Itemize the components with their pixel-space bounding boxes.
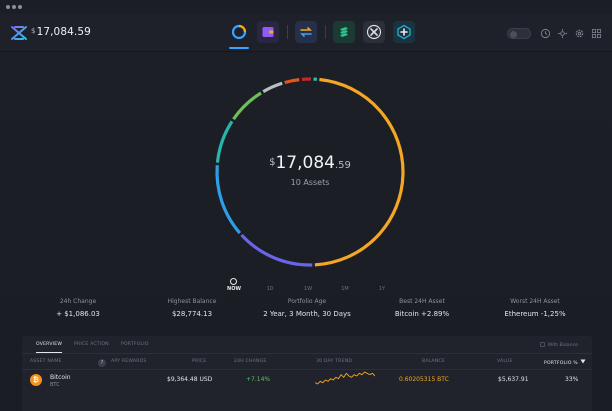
window-dot-icon[interactable] xyxy=(6,5,10,9)
tab-portfolio[interactable]: PORTFOLIO xyxy=(121,342,149,347)
with-balance-label: With Balance xyxy=(547,343,578,348)
nav-separator xyxy=(287,25,288,39)
table-header: ASSET NAME ? APY REWARDS PRICE 24H CHANGE… xyxy=(22,354,592,370)
col-24h-change[interactable]: 24H CHANGE xyxy=(234,359,267,364)
privacy-toggle[interactable] xyxy=(507,28,531,39)
stat-24h-change: 24h Change + $1,086.03 xyxy=(18,298,138,318)
donut-slice[interactable] xyxy=(284,78,300,85)
donut-slice[interactable] xyxy=(215,120,234,163)
table-tabs: OVERVIEW PRICE ACTION PORTFOLIO With Bal… xyxy=(22,336,592,354)
exchange-arrows-icon xyxy=(300,27,312,37)
nav-exchange-button[interactable] xyxy=(295,21,317,43)
stat-label: Highest Balance xyxy=(167,298,217,305)
nav-separator xyxy=(325,25,326,39)
stat-portfolio-age: Portfolio Age 2 Year, 3 Month, 30 Days xyxy=(247,298,367,318)
donut-slice[interactable] xyxy=(240,233,313,267)
window-dot-icon[interactable] xyxy=(12,5,16,9)
history-icon[interactable] xyxy=(540,28,551,39)
nav-app-compound-button[interactable] xyxy=(333,21,355,43)
stat-label: Portfolio Age xyxy=(287,298,327,305)
stat-value: Ethereum -1,25% xyxy=(504,310,566,318)
timeline-1y[interactable]: 1Y xyxy=(378,286,386,292)
stat-best-asset: Best 24H Asset Bitcoin +2.89% xyxy=(362,298,482,318)
portfolio-icon xyxy=(231,24,247,40)
assets-count: 10 Assets xyxy=(290,178,330,187)
nav-app-x-button[interactable] xyxy=(363,21,385,43)
asset-portfolio-percent: 33% xyxy=(565,376,579,383)
sparkline-path xyxy=(315,371,375,385)
nav-app-plus-button[interactable] xyxy=(393,21,415,43)
timeline-now[interactable]: NOW xyxy=(227,286,241,292)
portfolio-currency-symbol: $ xyxy=(269,157,276,168)
stat-highest-balance: Highest Balance $28,774.13 xyxy=(132,298,252,318)
stat-value: + $1,086.03 xyxy=(56,310,100,318)
total-balance-value: 17,084.59 xyxy=(36,26,91,38)
portfolio-center-value: $17,084.59 xyxy=(212,153,408,173)
nav-wallet-button[interactable] xyxy=(257,21,279,43)
stat-worst-asset: Worst 24H Asset Ethereum -1,25% xyxy=(475,298,595,318)
col-price[interactable]: PRICE xyxy=(192,359,207,364)
col-portfolio-label: PORTFOLIO % xyxy=(544,361,578,366)
tab-price-action[interactable]: PRICE ACTION xyxy=(74,342,109,347)
network-icon[interactable] xyxy=(557,28,568,39)
col-value[interactable]: VALUE xyxy=(497,359,513,364)
timeline-selector: NOW 1D 1W 1M 1Y xyxy=(0,278,612,298)
timeline-1w[interactable]: 1W xyxy=(303,286,313,292)
currency-symbol: $ xyxy=(31,27,36,35)
stat-value: Bitcoin +2.89% xyxy=(394,310,450,318)
plus-app-icon xyxy=(397,24,411,40)
asset-24h-change: +7.14% xyxy=(246,376,271,383)
apps-grid-icon[interactable] xyxy=(591,28,602,39)
col-asset-name[interactable]: ASSET NAME xyxy=(30,359,62,364)
window-titlebar xyxy=(0,0,612,14)
asset-trend-sparkline xyxy=(315,371,375,385)
asset-balance: 0.60205315 BTC xyxy=(399,376,449,383)
timeline-1m[interactable]: 1M xyxy=(341,286,349,292)
portfolio-value-cents: .59 xyxy=(334,160,351,171)
stat-value: 2 Year, 3 Month, 30 Days xyxy=(263,310,351,318)
col-portfolio-percent[interactable]: PORTFOLIO % xyxy=(544,359,586,366)
stat-label: 24h Change xyxy=(59,298,97,305)
total-balance: $17,084.59 xyxy=(31,26,91,38)
asset-value: $5,637.91 xyxy=(498,376,529,383)
stat-label: Best 24H Asset xyxy=(399,298,445,305)
wallet-icon xyxy=(262,27,274,37)
donut-slice[interactable] xyxy=(262,81,283,94)
assets-table: OVERVIEW PRICE ACTION PORTFOLIO With Bal… xyxy=(22,336,592,411)
table-row[interactable]: ₿ Bitcoin BTC $9,364.48 USD +7.14% 0.602… xyxy=(22,371,592,395)
asset-price: $9,364.48 USD xyxy=(167,376,213,383)
stat-label: Worst 24H Asset xyxy=(510,298,560,305)
col-apy-rewards[interactable]: ? APY REWARDS xyxy=(98,359,146,367)
stat-value: $28,774.13 xyxy=(171,310,213,318)
portfolio-main: $17,084.59 10 Assets NOW 1D 1W 1M 1Y 24h… xyxy=(0,52,612,411)
col-balance[interactable]: BALANCE xyxy=(422,359,446,364)
x-app-icon xyxy=(366,24,382,40)
toggle-knob xyxy=(510,30,517,38)
timeline-1d[interactable]: 1D xyxy=(266,286,274,292)
col-apy-rewards-label: APY REWARDS xyxy=(111,359,147,364)
top-bar: $17,084.59 xyxy=(0,14,612,52)
exodus-logo-icon[interactable] xyxy=(10,24,28,42)
window-dot-icon[interactable] xyxy=(18,5,22,9)
sort-down-icon xyxy=(580,359,586,364)
with-balance-checkbox[interactable]: With Balance xyxy=(539,342,578,348)
settings-gear-icon[interactable] xyxy=(574,28,585,39)
tab-overview[interactable]: OVERVIEW xyxy=(36,342,63,353)
asset-name: Bitcoin xyxy=(50,374,71,381)
checkbox-box[interactable] xyxy=(539,342,545,347)
portfolio-donut-chart[interactable] xyxy=(212,74,408,270)
portfolio-value-main: 17,084 xyxy=(275,153,335,173)
nav-portfolio-button[interactable] xyxy=(228,21,250,49)
asset-ticker: BTC xyxy=(50,382,60,388)
donut-slice[interactable] xyxy=(232,91,262,121)
help-icon[interactable]: ? xyxy=(98,359,106,367)
compound-app-icon xyxy=(340,27,348,37)
donut-slice[interactable] xyxy=(314,77,405,267)
bitcoin-icon: ₿ xyxy=(30,374,42,386)
timeline-marker[interactable] xyxy=(230,278,237,285)
col-30-day-trend[interactable]: 30 DAY TREND xyxy=(316,359,353,364)
donut-slice[interactable] xyxy=(215,165,242,235)
